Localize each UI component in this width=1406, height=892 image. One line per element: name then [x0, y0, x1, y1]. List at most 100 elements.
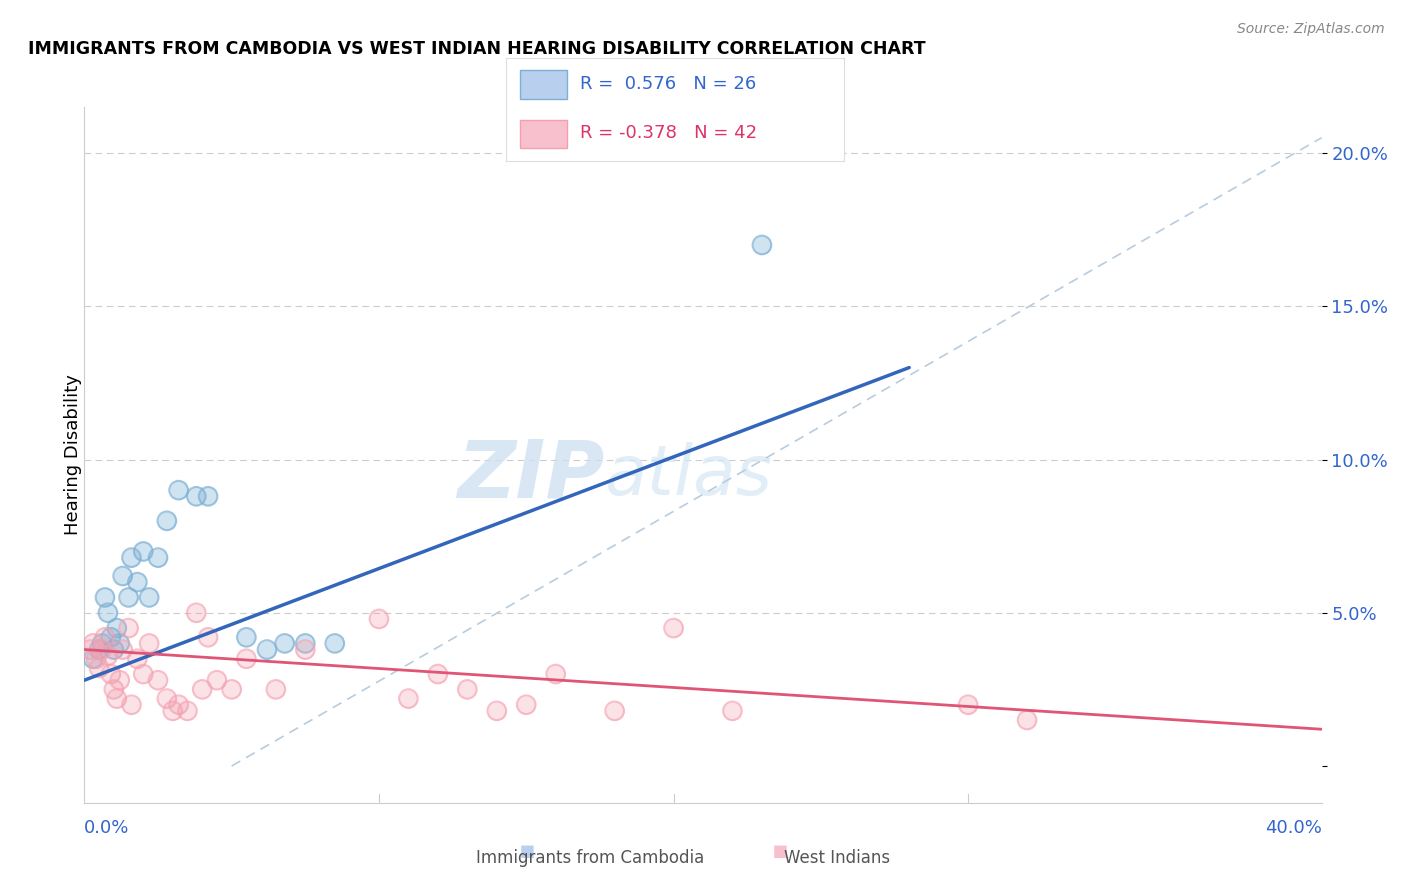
Point — [456, 682, 478, 697]
Point — [87, 661, 110, 675]
Point — [82, 652, 104, 666]
Point — [294, 636, 316, 650]
Text: 0.0%: 0.0% — [84, 819, 129, 837]
Point — [721, 704, 744, 718]
Point — [105, 691, 128, 706]
Point — [162, 704, 184, 718]
Point — [84, 652, 107, 666]
Point — [108, 636, 131, 650]
Point — [121, 550, 143, 565]
Point — [105, 621, 128, 635]
Point — [751, 238, 773, 252]
Point — [167, 698, 190, 712]
Point — [84, 652, 107, 666]
Point — [100, 630, 122, 644]
Point — [167, 698, 190, 712]
Point — [103, 642, 125, 657]
Text: ▪: ▪ — [772, 839, 789, 863]
Point — [186, 489, 208, 503]
Text: Immigrants from Cambodia: Immigrants from Cambodia — [477, 849, 704, 867]
Point — [132, 544, 155, 558]
Point — [186, 489, 208, 503]
Point — [121, 698, 143, 712]
Point — [79, 642, 101, 657]
Point — [256, 642, 278, 657]
Point — [197, 630, 219, 644]
Point — [87, 642, 110, 657]
Point — [138, 636, 160, 650]
Point — [100, 667, 122, 681]
Point — [662, 621, 685, 635]
Point — [82, 652, 104, 666]
Point — [273, 636, 295, 650]
Point — [138, 636, 160, 650]
Point — [156, 691, 179, 706]
Point — [94, 591, 117, 605]
Bar — [520, 120, 567, 148]
Point — [957, 698, 980, 712]
Point — [117, 621, 139, 635]
Point — [1015, 713, 1038, 727]
Point — [111, 569, 134, 583]
Point — [105, 691, 128, 706]
Text: West Indians: West Indians — [783, 849, 890, 867]
Point — [146, 550, 169, 565]
Text: R =  0.576   N = 26: R = 0.576 N = 26 — [581, 75, 756, 93]
Point — [97, 648, 120, 663]
Point — [273, 636, 295, 650]
Point — [256, 642, 278, 657]
Y-axis label: Hearing Disability: Hearing Disability — [65, 375, 82, 535]
Point — [205, 673, 228, 688]
Point — [294, 642, 316, 657]
Point — [197, 489, 219, 503]
Point — [82, 636, 104, 650]
Point — [751, 238, 773, 252]
Text: R = -0.378   N = 42: R = -0.378 N = 42 — [581, 124, 758, 143]
Point — [264, 682, 287, 697]
Point — [221, 682, 243, 697]
Point — [121, 698, 143, 712]
Point — [205, 673, 228, 688]
Point — [456, 682, 478, 697]
Point — [97, 606, 120, 620]
Point — [79, 642, 101, 657]
Point — [156, 691, 179, 706]
Point — [396, 691, 419, 706]
Point — [127, 575, 149, 590]
Point — [186, 606, 208, 620]
Point — [111, 569, 134, 583]
Point — [94, 630, 117, 644]
Text: atlas: atlas — [605, 442, 772, 509]
Point — [294, 636, 316, 650]
Point — [103, 682, 125, 697]
Point — [544, 667, 567, 681]
Point — [603, 704, 626, 718]
Point — [235, 652, 257, 666]
Point — [156, 514, 179, 528]
Point — [264, 682, 287, 697]
Point — [603, 704, 626, 718]
Point — [111, 642, 134, 657]
Point — [94, 591, 117, 605]
Point — [368, 612, 391, 626]
Point — [176, 704, 198, 718]
Point — [117, 591, 139, 605]
Point — [235, 652, 257, 666]
Point — [167, 483, 190, 498]
Text: ZIP: ZIP — [457, 437, 605, 515]
Point — [103, 682, 125, 697]
Point — [100, 630, 122, 644]
Point — [544, 667, 567, 681]
Point — [100, 667, 122, 681]
Point — [108, 673, 131, 688]
Text: 40.0%: 40.0% — [1265, 819, 1322, 837]
Point — [132, 544, 155, 558]
Point — [957, 698, 980, 712]
Point — [132, 667, 155, 681]
Point — [221, 682, 243, 697]
Point — [103, 642, 125, 657]
Bar — [520, 70, 567, 99]
Point — [197, 489, 219, 503]
Point — [87, 642, 110, 657]
Point — [132, 667, 155, 681]
